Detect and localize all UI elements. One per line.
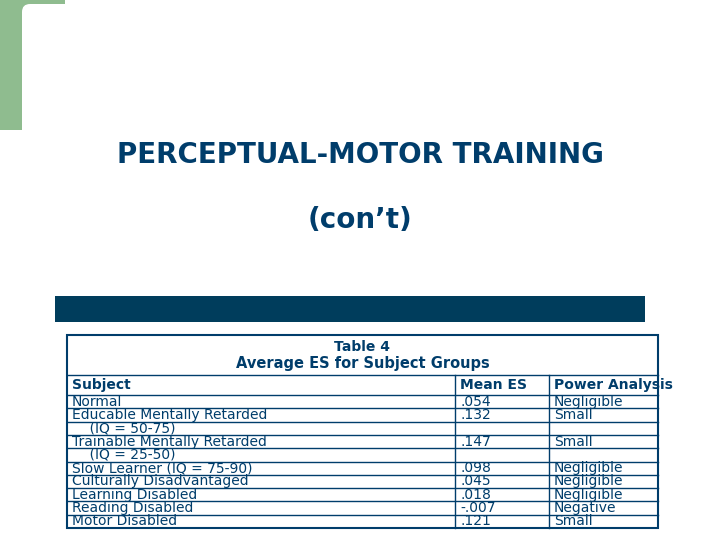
Text: Trainable Mentally Retarded: Trainable Mentally Retarded xyxy=(72,435,267,449)
Text: Small: Small xyxy=(554,514,593,528)
Text: Negligible: Negligible xyxy=(554,395,624,409)
Bar xyxy=(0,0,65,130)
Text: Educable Mentally Retarded: Educable Mentally Retarded xyxy=(72,408,267,422)
Text: Learning Disabled: Learning Disabled xyxy=(72,488,197,502)
Text: .045: .045 xyxy=(460,475,490,489)
Text: (IQ = 25-50): (IQ = 25-50) xyxy=(72,448,176,462)
Text: Negligible: Negligible xyxy=(554,475,624,489)
Text: Small: Small xyxy=(554,408,593,422)
Text: .054: .054 xyxy=(460,395,490,409)
Text: Mean ES: Mean ES xyxy=(460,378,527,392)
Text: Culturally Disadvantaged: Culturally Disadvantaged xyxy=(72,475,248,489)
Text: .098: .098 xyxy=(460,461,491,475)
Text: Negligible: Negligible xyxy=(554,488,624,502)
Text: Motor Disabled: Motor Disabled xyxy=(72,514,177,528)
FancyBboxPatch shape xyxy=(55,296,645,322)
Text: Slow Learner (IQ = 75-90): Slow Learner (IQ = 75-90) xyxy=(72,461,253,475)
Text: Normal: Normal xyxy=(72,395,122,409)
Text: (IQ = 50-75): (IQ = 50-75) xyxy=(72,421,176,435)
Text: Small: Small xyxy=(554,435,593,449)
Text: Average ES for Subject Groups: Average ES for Subject Groups xyxy=(235,356,490,372)
Text: Negligible: Negligible xyxy=(554,461,624,475)
Text: Negative: Negative xyxy=(554,501,616,515)
Bar xyxy=(67,335,658,528)
Text: Table 4: Table 4 xyxy=(335,340,390,354)
Text: (con’t): (con’t) xyxy=(307,206,413,234)
Text: Power Analysis: Power Analysis xyxy=(554,378,673,392)
Text: PERCEPTUAL-MOTOR TRAINING: PERCEPTUAL-MOTOR TRAINING xyxy=(117,141,603,169)
Text: Subject: Subject xyxy=(72,378,131,392)
Text: -.007: -.007 xyxy=(460,501,495,515)
Text: .147: .147 xyxy=(460,435,491,449)
Text: .018: .018 xyxy=(460,488,491,502)
Text: .132: .132 xyxy=(460,408,491,422)
FancyBboxPatch shape xyxy=(22,4,698,518)
Text: Reading Disabled: Reading Disabled xyxy=(72,501,194,515)
Text: .121: .121 xyxy=(460,514,491,528)
